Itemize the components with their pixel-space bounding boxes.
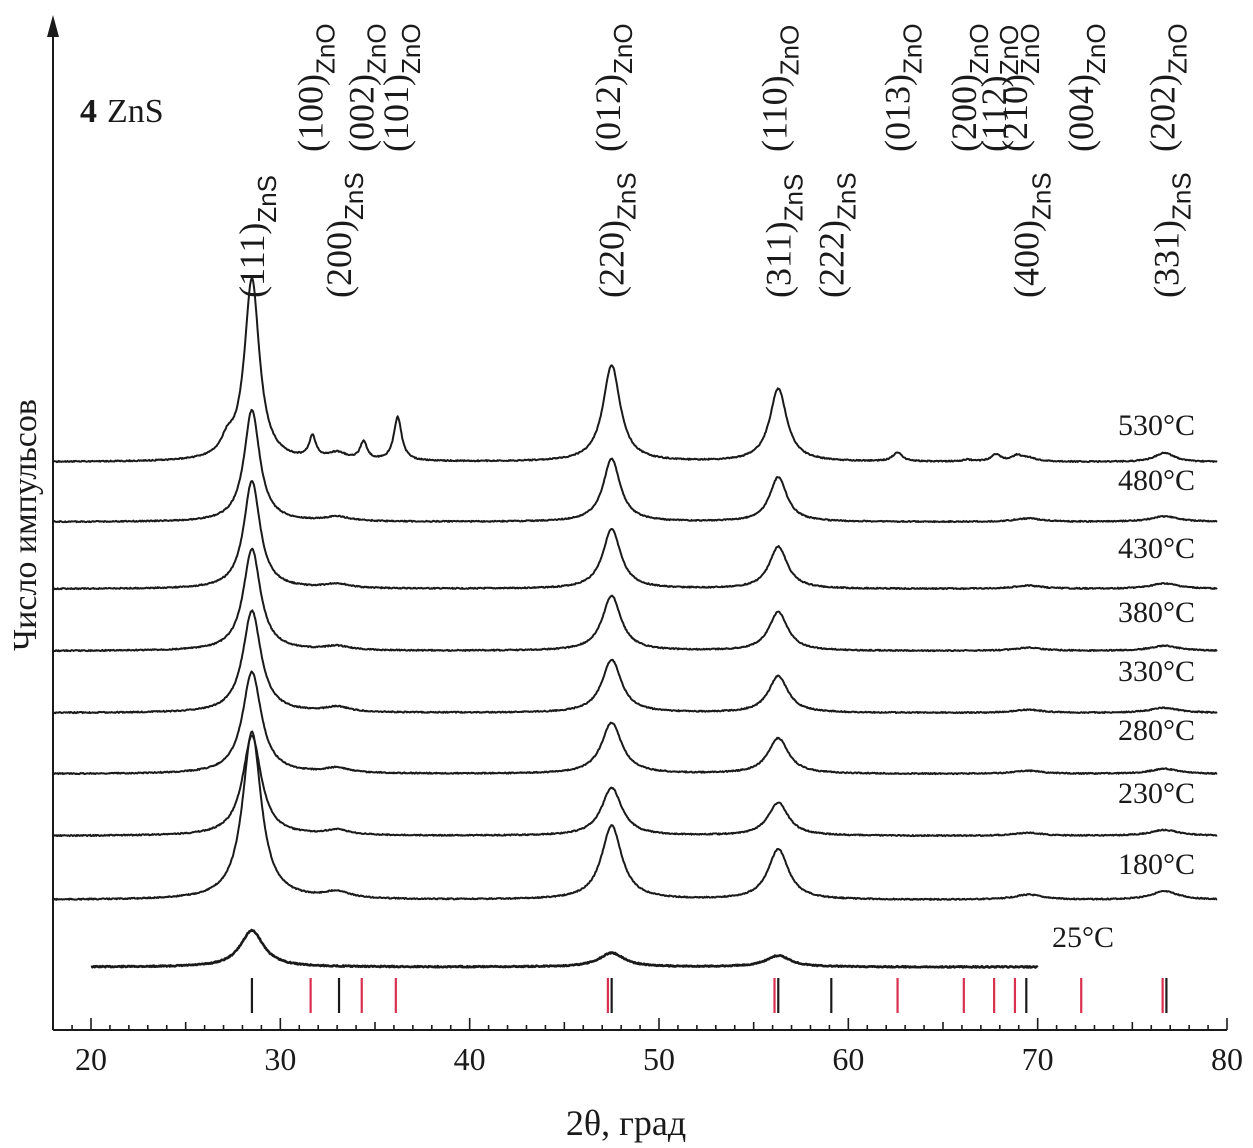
miller-index: (002) <box>342 74 382 152</box>
miller-index: (012) <box>588 74 628 152</box>
phase-subscript: ZnS <box>831 172 861 220</box>
x-tick-label: 50 <box>643 1041 675 1077</box>
phase-subscript: ZnO <box>994 25 1024 76</box>
peak-annotation: (111)ZnS <box>232 175 282 298</box>
peak-annotation: (012)ZnO <box>588 23 638 152</box>
series-label: 480°C <box>1118 464 1195 497</box>
chart-title: 4 ZnS <box>80 93 164 130</box>
miller-index: (202) <box>1143 74 1183 152</box>
series-curve <box>52 734 1218 838</box>
phase-subscript: ZnS <box>339 172 369 220</box>
phase-subscript: ZnO <box>1015 23 1045 74</box>
series-curve <box>90 928 1039 969</box>
miller-index: (200) <box>319 220 359 298</box>
miller-index: (200) <box>944 74 984 152</box>
x-tick-label: 60 <box>832 1041 864 1077</box>
series-curve <box>52 277 1218 464</box>
phase-subscript: ZnS <box>1026 172 1056 220</box>
y-axis-label: Число импульсов <box>7 399 44 651</box>
peak-annotation: (112)ZnO <box>974 25 1024 152</box>
phase-subscript: ZnO <box>898 23 928 74</box>
phase-subscript: ZnO <box>1163 23 1193 74</box>
series-curve <box>52 670 1218 776</box>
series-label: 380°C <box>1118 596 1195 629</box>
peak-annotation: (220)ZnS <box>592 172 642 298</box>
miller-index: (100) <box>291 74 331 152</box>
reference-lines <box>250 978 1168 1013</box>
series-curve <box>52 408 1218 524</box>
miller-index: (222) <box>811 220 851 298</box>
peak-annotation: (200)ZnS <box>319 172 369 298</box>
peak-annotation: (210)ZnO <box>995 23 1045 152</box>
diffraction-curves <box>52 277 1218 969</box>
series-curve <box>52 547 1218 653</box>
chart-title-number: 4 <box>80 93 97 130</box>
series-label: 180°C <box>1118 848 1195 881</box>
peak-annotation: (400)ZnS <box>1006 172 1056 298</box>
phase-subscript: ZnO <box>396 23 426 74</box>
peak-annotation: (002)ZnO <box>342 23 392 152</box>
miller-index: (101) <box>376 74 416 152</box>
peak-annotation: (331)ZnS <box>1146 172 1196 298</box>
peak-annotation: (004)ZnO <box>1061 23 1111 152</box>
peak-annotation: (222)ZnS <box>811 172 861 298</box>
miller-index: (210) <box>995 74 1035 152</box>
miller-index: (111) <box>232 223 272 298</box>
peak-annotation: (200)ZnO <box>944 23 994 152</box>
phase-subscript: ZnS <box>778 174 808 222</box>
series-label: 330°C <box>1118 655 1195 688</box>
chart-title-text: ZnS <box>107 93 164 130</box>
phase-subscript: ZnO <box>964 23 994 74</box>
x-tick-label: 20 <box>75 1041 107 1077</box>
phase-subscript: ZnO <box>362 23 392 74</box>
peak-annotation: (100)ZnO <box>291 23 341 152</box>
miller-index: (400) <box>1006 220 1046 298</box>
series-label: 25°C <box>1052 921 1114 954</box>
peak-annotations: (111)ZnS(200)ZnS(220)ZnS(311)ZnS(222)ZnS… <box>232 23 1197 298</box>
phase-subscript: ZnO <box>775 25 805 76</box>
phase-subscript: ZnS <box>1166 172 1196 220</box>
miller-index: (110) <box>755 75 795 152</box>
peak-annotation: (202)ZnO <box>1143 23 1193 152</box>
series-label: 280°C <box>1118 714 1195 747</box>
x-tick-label: 40 <box>454 1041 486 1077</box>
phase-subscript: ZnO <box>311 23 341 74</box>
y-axis-arrow <box>47 15 59 37</box>
x-tick-label: 80 <box>1211 1041 1243 1077</box>
miller-index: (013) <box>878 74 918 152</box>
series-curve <box>52 730 1218 901</box>
peak-annotation: (311)ZnS <box>758 174 808 298</box>
miller-index: (220) <box>592 220 632 298</box>
phase-subscript: ZnO <box>608 23 638 74</box>
series-label: 430°C <box>1118 532 1195 565</box>
miller-index: (331) <box>1146 220 1186 298</box>
phase-subscript: ZnS <box>252 175 282 223</box>
miller-index: (004) <box>1061 74 1101 152</box>
series-labels: 25°C 180°C 230°C 280°C 330°C 380°C 430°C 480°C 5… <box>1052 409 1195 954</box>
peak-annotation: (013)ZnO <box>878 23 928 152</box>
series-curve <box>52 480 1218 591</box>
miller-index: (112) <box>974 75 1014 152</box>
series-label: 230°C <box>1118 777 1195 810</box>
series-curve <box>52 609 1218 715</box>
series-label: 530°C <box>1118 409 1195 442</box>
peak-annotation: (101)ZnO <box>376 23 426 152</box>
x-tick-label: 30 <box>264 1041 296 1077</box>
x-axis-label: 2θ, град <box>566 1103 686 1143</box>
peak-annotation: (110)ZnO <box>755 25 805 152</box>
phase-subscript: ZnO <box>1081 23 1111 74</box>
x-tick-label: 70 <box>1022 1041 1054 1077</box>
phase-subscript: ZnS <box>612 172 642 220</box>
miller-index: (311) <box>758 221 798 298</box>
axes: 20 30 40 50 60 70 80 <box>47 15 1243 1077</box>
